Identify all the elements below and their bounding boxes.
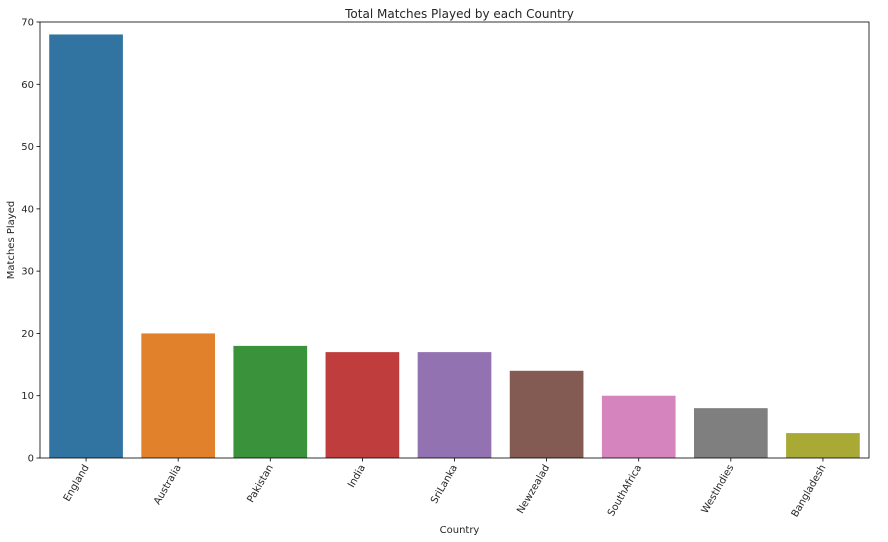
bar-srilanka <box>417 352 492 458</box>
x-tick-label: SouthAfrica <box>606 463 644 518</box>
y-tick-label: 70 <box>21 18 34 29</box>
y-axis-label: Matches Played <box>6 201 17 279</box>
x-axis-label: Country <box>440 525 480 536</box>
y-tick-label: 10 <box>21 391 34 402</box>
chart-title: Total Matches Played by each Country <box>344 7 574 21</box>
x-tick-label: WestIndies <box>700 463 737 516</box>
bars <box>49 34 860 458</box>
y-tick-label: 0 <box>28 454 34 465</box>
y-tick-label: 50 <box>21 142 34 153</box>
x-tick-label: Australia <box>152 463 184 507</box>
y-tick-label: 60 <box>21 80 34 91</box>
bar-southafrica <box>601 395 676 458</box>
x-tick-label: England <box>62 463 92 504</box>
bar-australia <box>141 333 216 458</box>
x-axis: England Australia Pakistan India SriLanka New… <box>62 458 829 519</box>
y-axis: 0 10 20 30 40 50 60 70 <box>21 18 40 465</box>
y-tick-label: 40 <box>21 204 34 215</box>
y-tick-label: 30 <box>21 267 34 278</box>
bar-westindies <box>693 408 768 458</box>
bar-england <box>49 34 123 458</box>
bar-india <box>325 352 400 458</box>
x-tick-label: SriLanka <box>429 463 460 506</box>
y-tick-label: 20 <box>21 329 34 340</box>
x-tick-label: Newzealad <box>515 463 552 516</box>
x-tick-label: Pakistan <box>245 463 275 505</box>
x-tick-label: India <box>346 463 368 490</box>
bar-bangladesh <box>786 433 860 458</box>
bar-pakistan <box>233 345 308 458</box>
x-tick-label: Bangladesh <box>790 463 829 519</box>
plot-frame <box>39 21 870 459</box>
bar-newzealad <box>509 370 584 458</box>
